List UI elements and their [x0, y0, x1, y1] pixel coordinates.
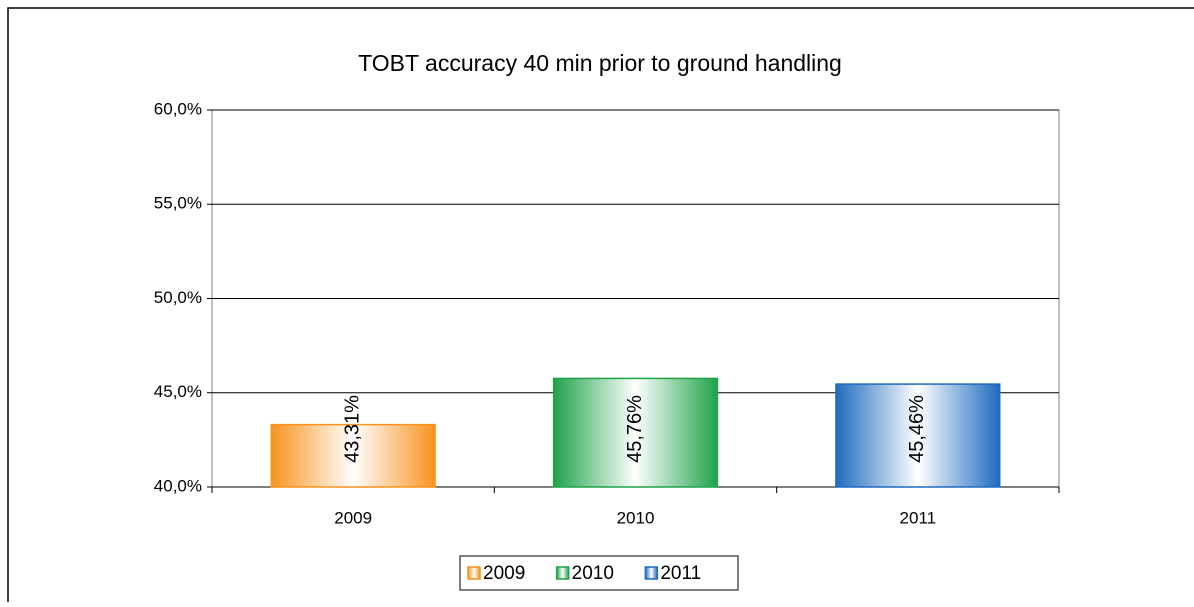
value-label: 43,31%: [341, 395, 363, 463]
y-tick-label: 45,0%: [154, 382, 202, 401]
bar: [552, 377, 719, 488]
bar: [835, 383, 1001, 488]
x-tick-label: 2011: [900, 508, 937, 527]
legend-box: [459, 555, 739, 591]
bar: [270, 423, 436, 488]
legend-swatch: [555, 566, 570, 580]
y-tick-label: 55,0%: [154, 194, 202, 213]
legend-swatch: [644, 566, 659, 580]
y-tick-label: 60,0%: [154, 99, 202, 118]
chart-title: TOBT accuracy 40 min prior to ground han…: [358, 50, 842, 76]
legend-swatch: [467, 566, 481, 580]
chart-frame: [7, 7, 1194, 607]
x-tick-label: 2009: [334, 508, 372, 527]
legend-label: 2009: [483, 563, 525, 584]
value-label: 45,76%: [624, 395, 646, 463]
legend-label: 2011: [660, 563, 701, 584]
y-tick-label: 40,0%: [154, 476, 202, 495]
x-tick-label: 2010: [617, 508, 655, 527]
value-label: 45,46%: [906, 395, 928, 463]
y-tick-label: 50,0%: [154, 288, 202, 307]
legend-label: 2010: [572, 563, 614, 584]
